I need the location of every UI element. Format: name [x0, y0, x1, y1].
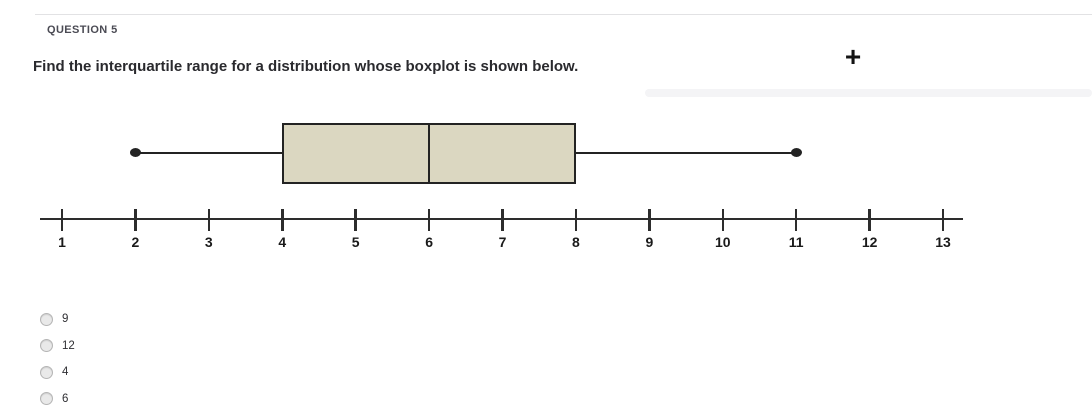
axis-tick — [795, 209, 798, 231]
boxplot-median-line — [428, 123, 431, 184]
boxplot-left-whisker — [135, 152, 282, 154]
boxplot-min-dot — [130, 148, 141, 157]
axis-tick — [868, 209, 871, 231]
axis-tick-label: 4 — [278, 234, 286, 250]
axis-tick — [942, 209, 945, 231]
axis-tick-label: 3 — [205, 234, 213, 250]
answer-option[interactable]: 12 — [40, 333, 75, 360]
axis-tick — [428, 209, 431, 231]
answer-option-label: 4 — [62, 366, 68, 378]
axis-tick-label: 2 — [132, 234, 140, 250]
axis-tick-label: 13 — [935, 234, 951, 250]
axis-tick-label: 8 — [572, 234, 580, 250]
answer-option[interactable]: 4 — [40, 359, 75, 386]
axis-tick-label: 11 — [789, 234, 804, 250]
radio-button-icon[interactable] — [40, 313, 53, 326]
answer-options: 9 12 4 6 — [40, 306, 75, 412]
axis-tick — [575, 209, 578, 231]
axis-tick — [722, 209, 725, 231]
answer-option-label: 12 — [62, 340, 75, 352]
boxplot-right-whisker — [576, 152, 796, 154]
axis-tick — [61, 209, 64, 231]
axis-tick — [208, 209, 211, 231]
axis-tick — [648, 209, 651, 231]
radio-button-icon[interactable] — [40, 339, 53, 352]
axis-tick — [501, 209, 504, 231]
boxplot-max-dot — [791, 148, 802, 157]
axis-tick-label: 10 — [715, 234, 731, 250]
axis-tick-label: 9 — [645, 234, 653, 250]
axis-tick-label: 1 — [58, 234, 66, 250]
axis-tick-label: 6 — [425, 234, 433, 250]
axis-tick-label: 12 — [862, 234, 878, 250]
radio-button-icon[interactable] — [40, 366, 53, 379]
answer-option-label: 6 — [62, 393, 68, 405]
answer-option[interactable]: 9 — [40, 306, 75, 333]
answer-option-label: 9 — [62, 313, 68, 325]
axis-tick — [134, 209, 137, 231]
axis-tick — [354, 209, 357, 231]
axis-tick — [281, 209, 284, 231]
radio-button-icon[interactable] — [40, 392, 53, 405]
axis-tick-label: 7 — [499, 234, 507, 250]
answer-option[interactable]: 6 — [40, 386, 75, 412]
axis-tick-label: 5 — [352, 234, 360, 250]
